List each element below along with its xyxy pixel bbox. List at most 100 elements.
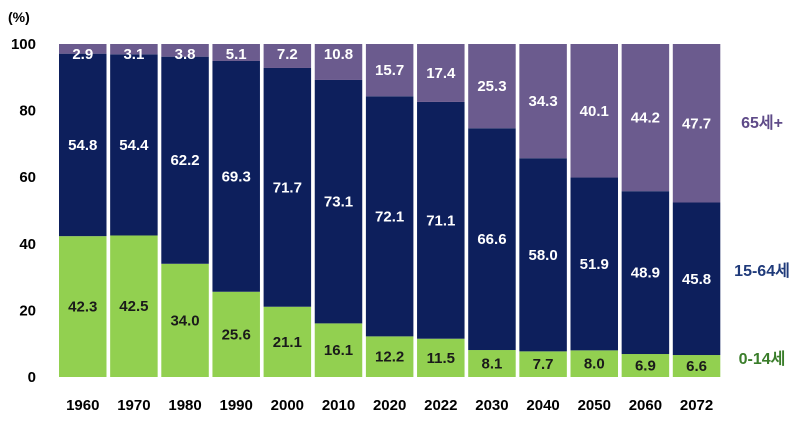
y-tick-label: 80 (19, 103, 36, 120)
bar-segment (161, 44, 209, 57)
bar-segment (417, 338, 465, 377)
bar-segment (110, 44, 158, 55)
data-label: 25.6 (222, 326, 251, 343)
bar-segment (59, 53, 107, 237)
data-label: 2.9 (72, 46, 93, 63)
data-label: 7.2 (277, 46, 298, 63)
data-label: 45.8 (682, 271, 711, 288)
data-label: 15.7 (375, 62, 404, 79)
bar-segment (263, 306, 312, 377)
bar-segment (468, 350, 516, 377)
y-tick-label: 20 (19, 302, 36, 319)
data-label: 73.1 (324, 194, 353, 211)
data-label: 42.5 (119, 298, 148, 315)
bar-segment (417, 44, 465, 102)
data-label: 5.1 (226, 46, 247, 63)
data-label: 34.3 (528, 93, 557, 110)
x-tick-label: 2050 (578, 397, 611, 414)
bar-segment (621, 191, 670, 355)
series-label: 0-14세 (739, 350, 786, 368)
x-tick-label: 2010 (322, 397, 355, 414)
x-tick-label: 2072 (680, 397, 713, 414)
data-label: 62.2 (170, 152, 199, 169)
bar-segment (263, 67, 312, 307)
data-label: 6.6 (686, 358, 707, 375)
bar-segment (212, 60, 260, 292)
bar-segment (161, 263, 209, 377)
y-unit-label: (%) (8, 9, 30, 25)
data-label: 3.8 (175, 46, 196, 63)
bar-segment (59, 44, 107, 54)
series-label: 65세+ (741, 114, 783, 132)
data-label: 44.2 (631, 110, 660, 127)
y-tick-label: 100 (11, 36, 36, 53)
y-tick-label: 40 (19, 236, 36, 253)
data-label: 16.1 (324, 342, 353, 359)
x-tick-label: 1960 (66, 397, 99, 414)
data-label: 47.7 (682, 115, 711, 132)
x-tick-label: 1980 (168, 397, 201, 414)
x-tick-label: 1970 (117, 397, 150, 414)
y-axis: 0 20 40 60 80 100 (11, 36, 36, 386)
bar-segment (519, 44, 567, 159)
series-label: 15-64세 (734, 262, 790, 280)
data-label: 71.7 (273, 179, 302, 196)
bar-segment (263, 44, 312, 68)
bar-segment (314, 323, 363, 377)
data-label: 3.1 (123, 46, 144, 63)
data-label: 12.2 (375, 349, 404, 366)
data-label: 54.4 (119, 137, 149, 154)
data-label: 69.3 (222, 168, 251, 185)
data-label: 10.8 (324, 46, 353, 63)
x-tick-label: 2022 (424, 397, 457, 414)
bar-segment (519, 351, 567, 377)
x-tick-label: 1990 (220, 397, 253, 414)
data-label: 25.3 (477, 78, 506, 95)
bar-segment (212, 44, 260, 61)
bar-segment (314, 44, 363, 80)
bar-segment (621, 44, 670, 192)
bar-segment (365, 336, 414, 377)
bar-segment (672, 44, 721, 203)
data-label: 42.3 (68, 299, 97, 316)
data-label: 48.9 (631, 265, 660, 282)
data-label: 7.7 (533, 356, 554, 373)
bar-segment (417, 101, 465, 339)
bar-segment (365, 44, 414, 97)
data-label: 8.1 (482, 356, 503, 373)
data-label: 34.0 (170, 312, 199, 329)
bar-segment (110, 54, 158, 236)
x-axis: 1960 1970 1980 1990 2000 2010 2020 2022 2030 2040… (66, 397, 713, 414)
bar-segment (570, 177, 618, 351)
bar-segment (110, 235, 158, 377)
x-tick-label: 2060 (629, 397, 662, 414)
bars: 42.3 54.8 2.9 42.5 54.4 3.1 34.0 62.2 3.8 25.6 69.… (59, 44, 721, 377)
data-label: 66.6 (477, 231, 506, 248)
data-label: 11.5 (427, 350, 455, 367)
bar-segment (672, 202, 721, 356)
x-tick-label: 2040 (526, 397, 559, 414)
y-tick-label: 0 (28, 369, 36, 386)
data-label: 58.0 (528, 247, 557, 264)
bar-segment (161, 56, 209, 264)
bar-segment (519, 158, 567, 352)
data-label: 6.9 (635, 358, 656, 375)
bar-segment (570, 44, 618, 178)
x-tick-label: 2020 (373, 397, 406, 414)
data-label: 8.0 (584, 356, 605, 373)
y-tick-label: 60 (19, 169, 36, 186)
bar-segment (468, 44, 516, 129)
data-label: 17.4 (426, 65, 456, 82)
series-labels: 0-14세 15-64세 65세+ (734, 114, 790, 368)
data-label: 54.8 (68, 137, 97, 154)
bar-segment (365, 96, 414, 337)
bar-segment (570, 350, 618, 377)
bar-segment (59, 236, 107, 377)
bar-segment (212, 291, 260, 377)
data-label: 72.1 (375, 208, 404, 225)
bar-segment (468, 128, 516, 351)
x-tick-label: 2030 (475, 397, 508, 414)
data-label: 40.1 (580, 103, 609, 120)
bar-segment (314, 79, 363, 324)
